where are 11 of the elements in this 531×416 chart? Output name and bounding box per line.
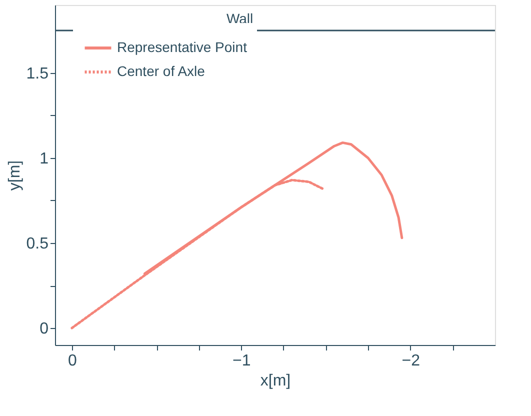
y-tick-label: 1 bbox=[40, 150, 49, 168]
y-axis-title: y[m] bbox=[6, 160, 24, 191]
y-tick-label: 1.5 bbox=[26, 66, 49, 82]
x-tick-label: −1 bbox=[232, 352, 251, 370]
y-tick-label: 0 bbox=[40, 320, 49, 338]
legend-label: Representative Point bbox=[117, 39, 248, 55]
y-tick-label: 0.5 bbox=[26, 236, 49, 252]
x-tick-label: 0 bbox=[68, 352, 77, 370]
x-tick-label: −2 bbox=[402, 352, 420, 370]
legend-label: Center of Axle bbox=[117, 63, 206, 79]
x-axis-title: x[m] bbox=[260, 372, 291, 390]
